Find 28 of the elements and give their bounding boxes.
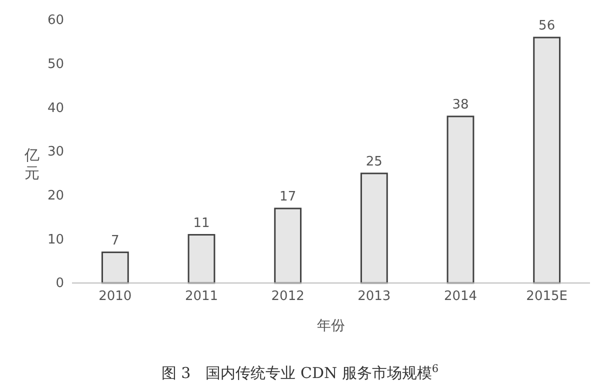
data-label: 11: [193, 216, 210, 231]
y-tick-label: 0: [56, 276, 64, 292]
bar: [188, 234, 216, 284]
x-tick-label: 2014: [444, 289, 478, 304]
bar: [101, 252, 129, 284]
data-label: 25: [366, 154, 382, 170]
y-tick-label: 40: [47, 100, 64, 116]
y-tick-label: 50: [47, 56, 64, 72]
bar: [360, 172, 388, 284]
y-axis-title: 亿元: [24, 146, 40, 182]
data-label: 56: [538, 18, 556, 34]
bar: [446, 116, 474, 284]
data-label: 7: [111, 233, 120, 248]
bar: [533, 36, 561, 284]
x-tick-label: 2015E: [526, 289, 568, 304]
x-tick-label: 2011: [184, 289, 218, 304]
y-tick-label: 10: [47, 232, 64, 248]
x-axis-title: 年份: [317, 318, 345, 334]
y-tick-label: 60: [47, 13, 64, 28]
x-tick-label: 2013: [358, 289, 391, 304]
data-label: 17: [280, 189, 296, 204]
x-tick-label: 2010: [98, 289, 132, 304]
x-tick-label: 2012: [271, 289, 304, 304]
y-tick-label: 30: [47, 144, 64, 160]
bar: [274, 208, 302, 284]
y-tick-label: 20: [47, 188, 64, 204]
data-label: 38: [452, 97, 469, 112]
text: 图 3 国内传统专业 CDN 服务市场规模$^{6}$: [161, 363, 439, 382]
